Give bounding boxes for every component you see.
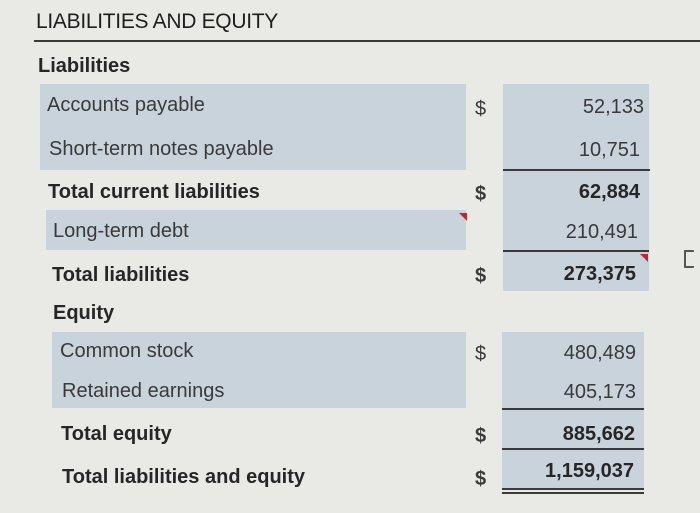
total-equity-label: Total equity [61, 423, 172, 445]
total-current-liabilities-label: Total current liabilities [48, 181, 260, 203]
grand-total-rule [502, 448, 644, 450]
subtotal-rule [503, 169, 650, 171]
liabilities-heading: Liabilities [38, 55, 131, 77]
total-liabilities-currency: $ [475, 265, 487, 287]
total-liabilities-flag-icon [640, 254, 648, 262]
equity-heading: Equity [53, 302, 115, 324]
total-liabilities-label: Total liabilities [52, 264, 190, 286]
grand-total-input[interactable]: 1,159,037 [545, 460, 634, 482]
total-current-liabilities-currency: $ [475, 183, 487, 205]
long-term-debt-label: Long-term debt [53, 220, 189, 242]
mouse-cursor-icon [684, 250, 694, 268]
common-stock-label: Common stock [60, 340, 194, 362]
liabilities-input-band [40, 84, 466, 170]
total-current-liabilities-input[interactable]: 62,884 [578, 181, 640, 203]
page-title: LIABILITIES AND EQUITY [36, 10, 278, 33]
accounts-payable-currency: $ [475, 98, 487, 120]
total-equity-currency: $ [475, 425, 487, 447]
double-underline-top [502, 488, 644, 490]
long-term-debt-band [46, 210, 466, 250]
accounts-payable-input[interactable]: 52,133 [582, 96, 644, 118]
short-term-notes-label: Short-term notes payable [49, 138, 274, 160]
title-divider [34, 40, 700, 42]
equity-total-rule [502, 408, 644, 410]
short-term-notes-input[interactable]: 10,751 [578, 139, 640, 161]
long-term-debt-flag-icon [459, 213, 467, 221]
grand-total-label: Total liabilities and equity [62, 466, 305, 488]
equity-input-band [52, 332, 466, 408]
double-underline-bottom [502, 492, 644, 494]
grand-total-currency: $ [475, 468, 487, 490]
liabilities-total-rule [503, 250, 649, 252]
retained-earnings-input[interactable]: 405,173 [563, 381, 636, 403]
total-liabilities-input[interactable]: 273,375 [563, 263, 636, 285]
equity-value-band [502, 332, 644, 488]
retained-earnings-label: Retained earnings [62, 380, 225, 402]
total-equity-input[interactable]: 885,662 [562, 423, 635, 445]
common-stock-currency: $ [475, 343, 487, 365]
common-stock-input[interactable]: 480,489 [563, 342, 636, 364]
long-term-debt-input[interactable]: 210,491 [565, 221, 638, 243]
current-liabilities-value-band [503, 84, 649, 291]
accounts-payable-label: Accounts payable [47, 94, 205, 116]
